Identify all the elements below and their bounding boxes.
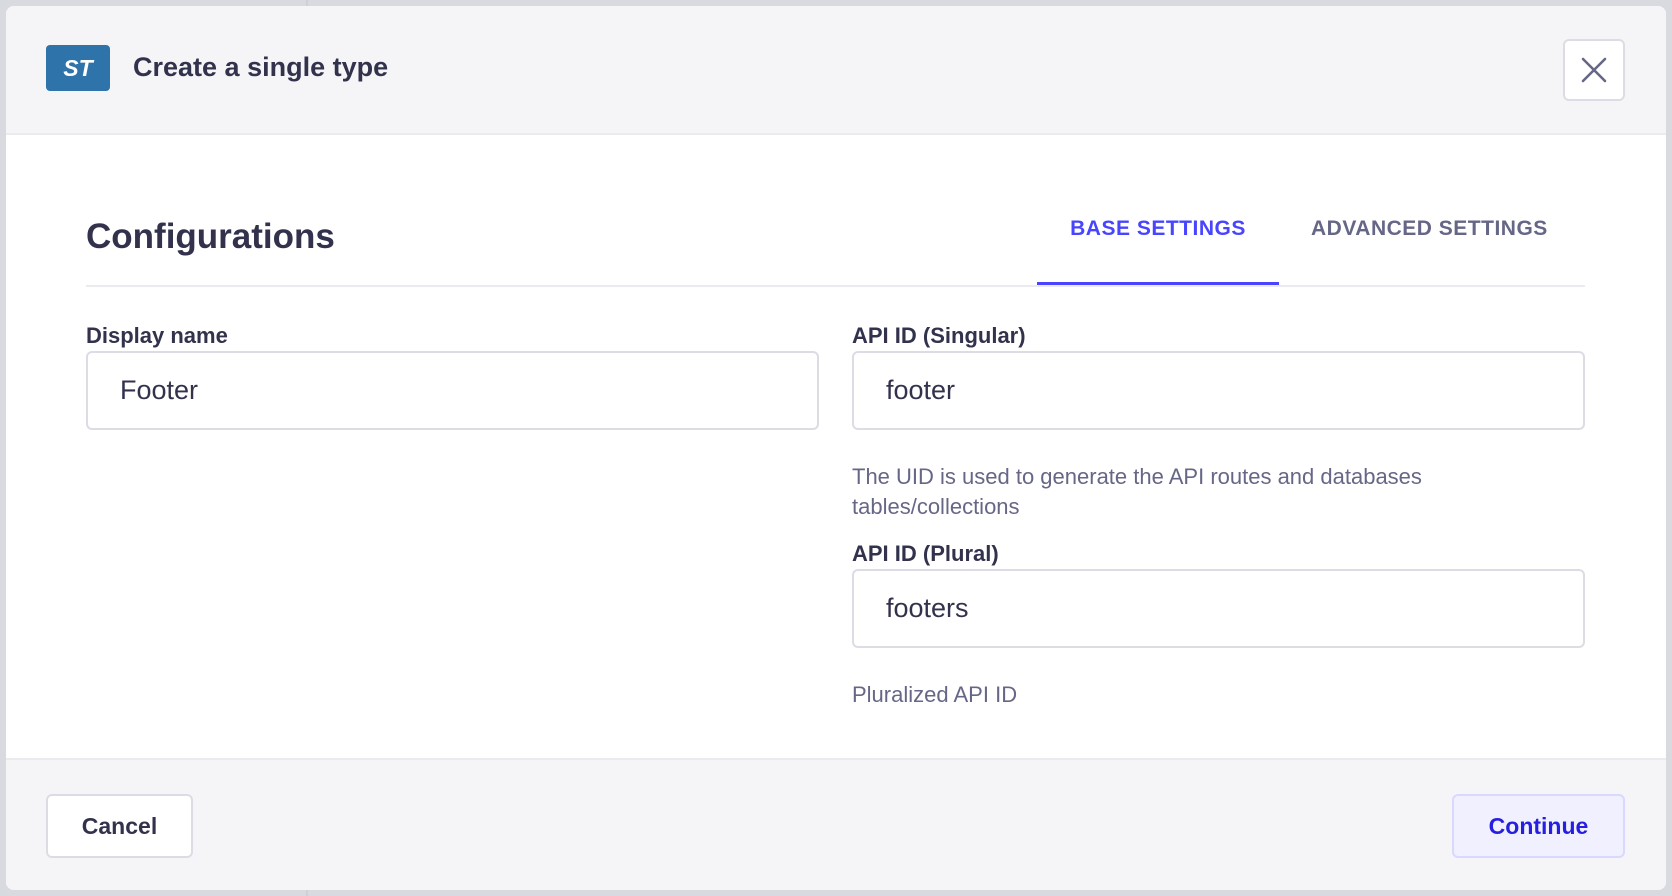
create-single-type-modal: ST Create a single type Configurations B… xyxy=(6,6,1666,890)
api-id-singular-input[interactable]: footer xyxy=(852,351,1585,430)
cancel-button[interactable]: Cancel xyxy=(46,794,193,858)
api-id-singular-label: API ID (Singular) xyxy=(852,323,1026,348)
api-id-singular-hint: The UID is used to generate the API rout… xyxy=(852,464,1422,519)
continue-button[interactable]: Continue xyxy=(1452,794,1625,858)
modal-body: Configurations BASE SETTINGS ADVANCED SE… xyxy=(6,135,1666,758)
api-id-plural-label: API ID (Plural) xyxy=(852,541,999,566)
section-heading: Configurations xyxy=(86,217,335,256)
close-button[interactable] xyxy=(1563,39,1625,101)
tab-base-settings[interactable]: BASE SETTINGS xyxy=(1037,217,1279,286)
display-name-label: Display name xyxy=(86,323,228,348)
tabs-divider xyxy=(86,285,1585,287)
modal-title: Create a single type xyxy=(133,52,389,82)
modal-header: ST Create a single type xyxy=(6,6,1666,135)
display-name-input[interactable]: Footer xyxy=(86,351,819,430)
modal-footer: Cancel Continue xyxy=(6,758,1666,890)
tab-advanced-settings[interactable]: ADVANCED SETTINGS xyxy=(1311,217,1548,240)
api-id-plural-hint: Pluralized API ID xyxy=(852,682,1018,707)
api-id-plural-input[interactable]: footers xyxy=(852,569,1585,648)
single-type-badge: ST xyxy=(46,45,110,91)
close-icon xyxy=(1581,57,1607,83)
